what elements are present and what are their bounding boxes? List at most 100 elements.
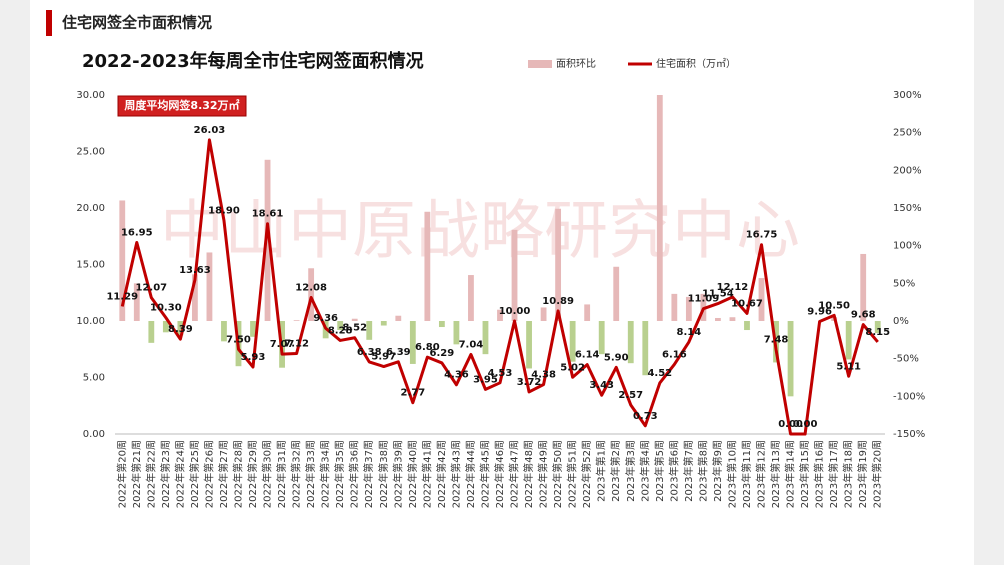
x-tick-label: 2023年第10周	[725, 440, 738, 508]
bar	[221, 321, 227, 342]
bar	[642, 321, 649, 376]
data-label: 10.67	[731, 298, 763, 309]
y2-tick-label: 0%	[893, 316, 909, 327]
data-label: 18.61	[252, 209, 284, 220]
data-label: 12.12	[717, 282, 749, 293]
y2-tick-label: 50%	[893, 278, 915, 289]
legend-swatch	[528, 60, 552, 68]
header-marker	[46, 10, 52, 36]
x-tick-label: 2023年第12周	[755, 440, 768, 508]
data-label: 7.04	[459, 339, 484, 350]
bar	[409, 321, 416, 364]
y2-tick-label: -150%	[893, 429, 925, 440]
bar	[526, 321, 532, 369]
data-label: 6.80	[415, 342, 440, 353]
y2-tick-label: -50%	[893, 354, 919, 365]
bar	[293, 320, 300, 321]
data-label: 16.75	[746, 230, 778, 241]
bar	[177, 321, 184, 336]
x-tick-label: 2023年第16周	[813, 440, 826, 508]
x-tick-label: 2023年第6周	[667, 440, 680, 502]
x-tick-label: 2022年第33周	[304, 440, 317, 508]
data-label: 6.16	[662, 349, 687, 360]
annotation-box	[117, 95, 247, 117]
chart-title: 2022-2023年每周全市住宅网签面积情况	[82, 50, 424, 72]
x-tick-label: 2022年第51周	[566, 440, 579, 508]
data-label: 6.38	[357, 347, 382, 358]
data-label: 2.57	[618, 390, 643, 401]
legend-label: 面积环比	[556, 58, 596, 70]
data-label: 5.97	[371, 352, 396, 363]
data-label: 10.00	[499, 306, 531, 317]
x-tick-label: 2022年第26周	[202, 440, 215, 508]
data-label: 5.90	[604, 352, 629, 363]
bar	[511, 229, 518, 321]
bar	[758, 278, 765, 321]
y-tick-label: 0.00	[83, 429, 105, 440]
x-tick-label: 2022年第49周	[537, 440, 550, 508]
x-tick-label: 2022年第43周	[449, 440, 462, 508]
bar	[584, 304, 591, 321]
x-tick-label: 2022年第28周	[231, 440, 244, 508]
bar	[424, 211, 431, 321]
bar	[366, 321, 373, 340]
x-tick-label: 2023年第20周	[871, 440, 884, 508]
x-tick-label: 2023年第11周	[740, 440, 753, 508]
bar	[787, 321, 794, 397]
bar	[148, 321, 155, 343]
data-label: 8.15	[865, 327, 890, 338]
bar	[264, 159, 271, 321]
y2-tick-label: -100%	[893, 391, 925, 402]
data-label: 9.96	[807, 306, 832, 317]
x-tick-label: 2022年第41周	[420, 440, 433, 508]
data-label: 5.02	[560, 362, 585, 373]
x-tick-label: 2022年第27周	[217, 440, 230, 508]
bar	[380, 321, 387, 326]
data-label: 7.48	[764, 334, 789, 345]
bar	[206, 252, 213, 321]
x-tick-label: 2023年第19周	[856, 440, 869, 508]
x-tick-label: 2023年第7周	[682, 440, 695, 502]
data-label: 11.54	[702, 289, 734, 300]
x-tick-label: 2022年第23周	[159, 440, 172, 508]
bar	[540, 307, 547, 321]
y-tick-label: 25.00	[76, 147, 105, 158]
data-label: 11.09	[688, 294, 720, 305]
x-tick-label: 2022年第35周	[333, 440, 346, 508]
data-label: 16.95	[121, 227, 153, 238]
y2-tick-label: 150%	[893, 203, 922, 214]
x-tick-label: 2022年第40周	[406, 440, 419, 508]
data-label: 4.38	[531, 370, 556, 381]
y2-tick-label: 100%	[893, 241, 922, 252]
bar	[192, 274, 198, 321]
data-label: 7.07	[270, 339, 295, 350]
bar	[845, 321, 852, 360]
bar	[133, 283, 140, 321]
x-tick-label: 2023年第14周	[784, 440, 797, 508]
bar	[468, 275, 474, 321]
data-label: 4.36	[444, 370, 469, 381]
x-tick-label: 2022年第45周	[478, 440, 491, 508]
data-label: 4.53	[488, 368, 513, 379]
watermark: 中山中原战略研究中心	[160, 195, 800, 269]
data-label: 8.52	[342, 323, 367, 334]
data-label: 9.68	[851, 310, 876, 321]
data-label: 11.29	[106, 291, 138, 302]
y2-tick-label: 200%	[893, 165, 922, 176]
data-label: 12.07	[136, 283, 168, 294]
x-tick-label: 2022年第30周	[261, 440, 274, 508]
data-label: 7.50	[226, 334, 251, 345]
data-label: 4.52	[647, 368, 672, 379]
data-label: 2.77	[400, 388, 425, 399]
data-label: 10.30	[150, 303, 182, 314]
x-tick-label: 2022年第46周	[493, 440, 506, 508]
x-tick-label: 2023年第5周	[653, 440, 666, 502]
bar	[715, 317, 721, 321]
bar	[613, 266, 620, 321]
data-label: 12.08	[295, 282, 327, 293]
bar	[874, 321, 881, 334]
data-label: 0.00	[793, 419, 818, 430]
bar	[656, 95, 663, 322]
data-label: 9.36	[313, 313, 338, 324]
